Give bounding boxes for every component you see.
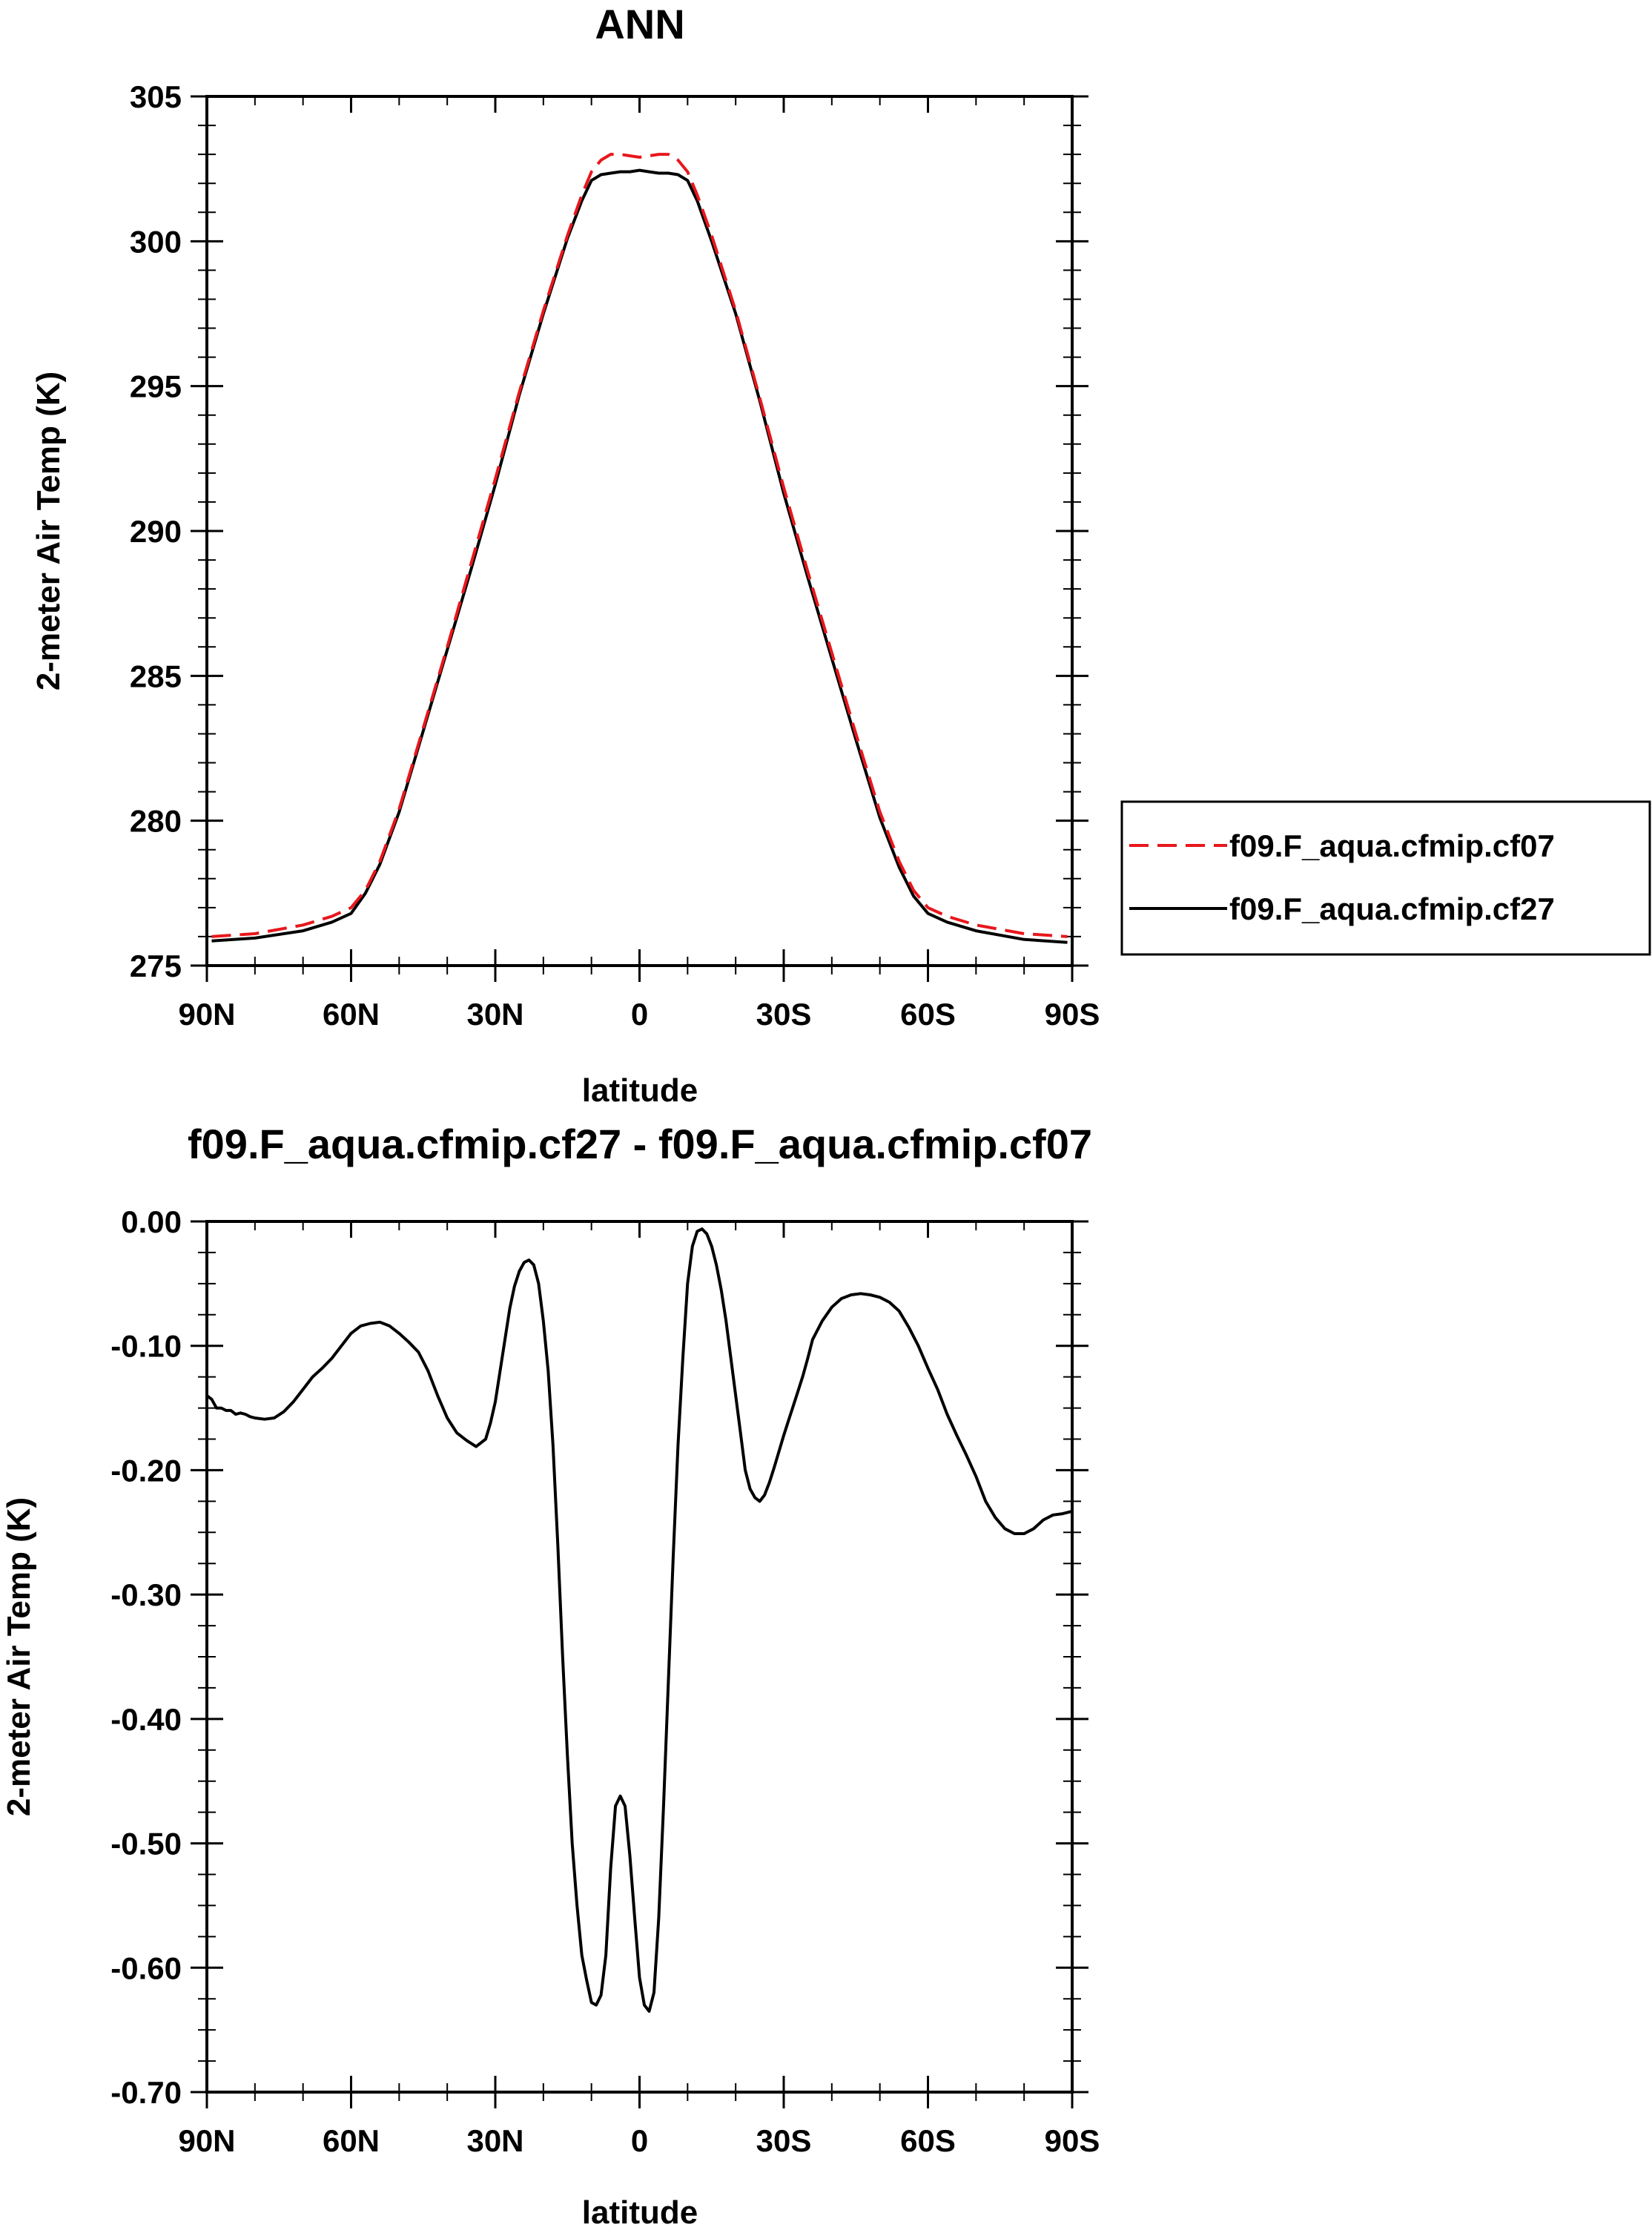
series-group-bottom: [205, 1227, 1073, 2013]
legend-box: [1120, 800, 1651, 956]
y-tick-label: 0.00: [121, 1204, 182, 1239]
y-tick-label: 305: [130, 79, 182, 114]
y-axis-title-bottom: 2-meter Air Temp (K): [1, 1497, 37, 1816]
legend: f09.F_aqua.cfmip.cf07 f09.F_aqua.cfmip.c…: [1120, 800, 1651, 956]
chart-title-bottom: f09.F_aqua.cfmip.cf27 - f09.F_aqua.cfmip…: [188, 1121, 1092, 1167]
x-tick-labels-bottom: 90N 60N 30N 0 30S 60S 90S: [178, 2123, 1100, 2158]
x-tick-label: 60S: [900, 2123, 956, 2158]
y-tick-label: 275: [130, 949, 182, 983]
y-tick-label: -0.50: [110, 1827, 182, 1861]
y-tick-label: 280: [130, 804, 182, 839]
x-tick-label: 30S: [756, 2123, 812, 2158]
series-line-cf07: [211, 153, 1068, 938]
plot-frame-bottom: [205, 1220, 1074, 2094]
x-tick-label: 60N: [323, 997, 380, 1032]
legend-label-cf07: f09.F_aqua.cfmip.cf07: [1229, 828, 1555, 863]
y-tick-label: 295: [130, 369, 182, 404]
y-tick-label: 300: [130, 224, 182, 259]
y-tick-label: 285: [130, 659, 182, 693]
x-tick-label: 30N: [466, 2123, 523, 2158]
panel-top: ANN 275 280 285 290 295 300 305 90N 60N 30N 0 30S 6…: [30, 1, 1651, 1109]
plot-frame-top: [205, 95, 1074, 967]
x-tick-label: 90N: [178, 997, 235, 1032]
series-group-top: [211, 153, 1068, 944]
x-tick-label: 0: [631, 997, 648, 1032]
x-tick-label: 30N: [466, 997, 523, 1032]
legend-label-cf27: f09.F_aqua.cfmip.cf27: [1229, 891, 1555, 926]
x-tick-label: 60S: [900, 997, 956, 1032]
x-tick-label: 0: [631, 2123, 648, 2158]
x-axis-title-bottom: latitude: [582, 2194, 698, 2231]
y-axis-title-top: 2-meter Air Temp (K): [30, 372, 67, 690]
x-tick-label: 30S: [756, 997, 812, 1032]
series-line-difference: [205, 1227, 1073, 2013]
y-tick-labels-bottom: 0.00 -0.10 -0.20 -0.30 -0.40 -0.50 -0.60 -0.70: [110, 1204, 182, 2110]
y-tick-label: -0.20: [110, 1453, 182, 1488]
x-axis-title-top: latitude: [582, 1072, 698, 1109]
y-tick-label: 290: [130, 514, 182, 549]
panel-bottom: f09.F_aqua.cfmip.cf27 - f09.F_aqua.cfmip…: [1, 1121, 1100, 2231]
x-tick-label: 90N: [178, 2123, 235, 2158]
y-tick-label: -0.70: [110, 2075, 182, 2110]
series-line-cf27: [211, 168, 1068, 944]
y-tick-label: -0.60: [110, 1950, 182, 1985]
x-tick-labels-top: 90N 60N 30N 0 30S 60S 90S: [178, 997, 1100, 1032]
y-tick-label: -0.30: [110, 1577, 182, 1612]
x-tick-label: 90S: [1045, 2123, 1100, 2158]
y-tick-labels-top: 275 280 285 290 295 300 305: [130, 79, 182, 983]
chart-title-top: ANN: [595, 1, 684, 47]
tick-marks-top: [191, 95, 1088, 982]
x-tick-label: 60N: [323, 2123, 380, 2158]
y-tick-label: -0.10: [110, 1329, 182, 1364]
x-tick-label: 90S: [1045, 997, 1100, 1032]
y-tick-label: -0.40: [110, 1702, 182, 1737]
